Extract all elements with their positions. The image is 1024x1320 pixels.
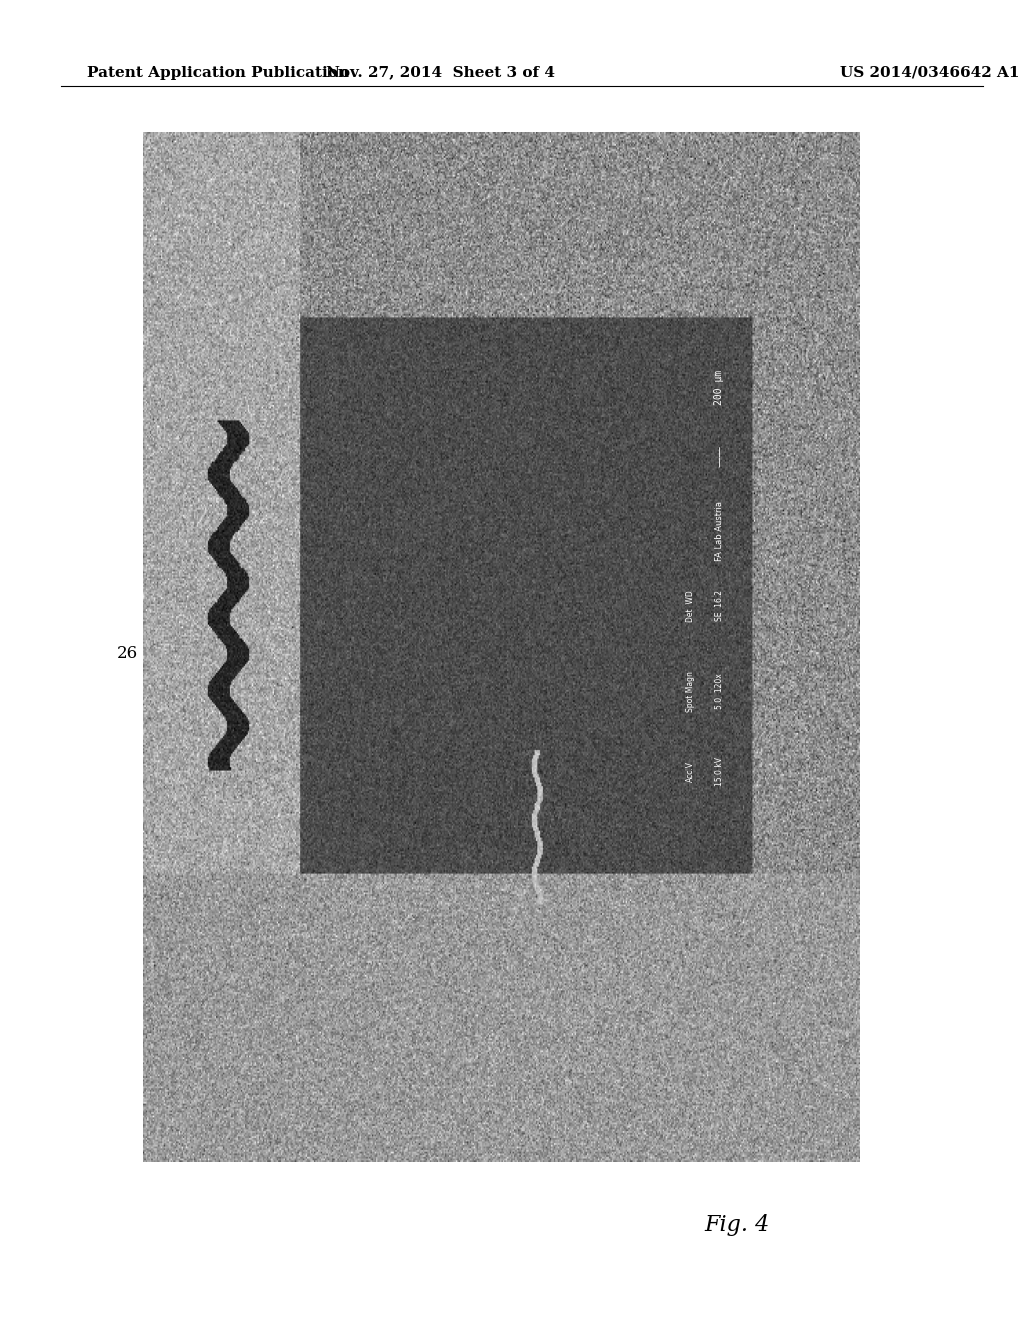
Text: Acc.V: Acc.V [686, 760, 694, 781]
Text: 22: 22 [471, 154, 500, 294]
Text: 36: 36 [503, 1043, 548, 1155]
Text: 32: 32 [503, 154, 548, 294]
Text: 38: 38 [147, 444, 238, 477]
Text: 36: 36 [415, 154, 447, 290]
Text: 10: 10 [333, 154, 393, 281]
Text: Spot Magn: Spot Magn [686, 671, 694, 711]
Text: 25: 25 [353, 1043, 393, 1155]
Text: ——: —— [715, 445, 724, 466]
Text: Fig. 4: Fig. 4 [705, 1214, 770, 1236]
Text: US 2014/0346642 A1: US 2014/0346642 A1 [840, 66, 1019, 79]
Text: 200 μm: 200 μm [715, 370, 724, 405]
Text: Patent Application Publication: Patent Application Publication [87, 66, 349, 79]
Text: FA Lab Austria: FA Lab Austria [715, 500, 724, 561]
Text: Nov. 27, 2014  Sheet 3 of 4: Nov. 27, 2014 Sheet 3 of 4 [326, 66, 555, 79]
Text: SE  16.2: SE 16.2 [715, 590, 724, 622]
Text: 15.0 kV: 15.0 kV [715, 756, 724, 785]
Text: Det  WD: Det WD [686, 590, 694, 622]
Text: 5.0  120x: 5.0 120x [715, 673, 724, 709]
Text: 26: 26 [117, 645, 227, 671]
Text: 22: 22 [438, 1043, 459, 1155]
